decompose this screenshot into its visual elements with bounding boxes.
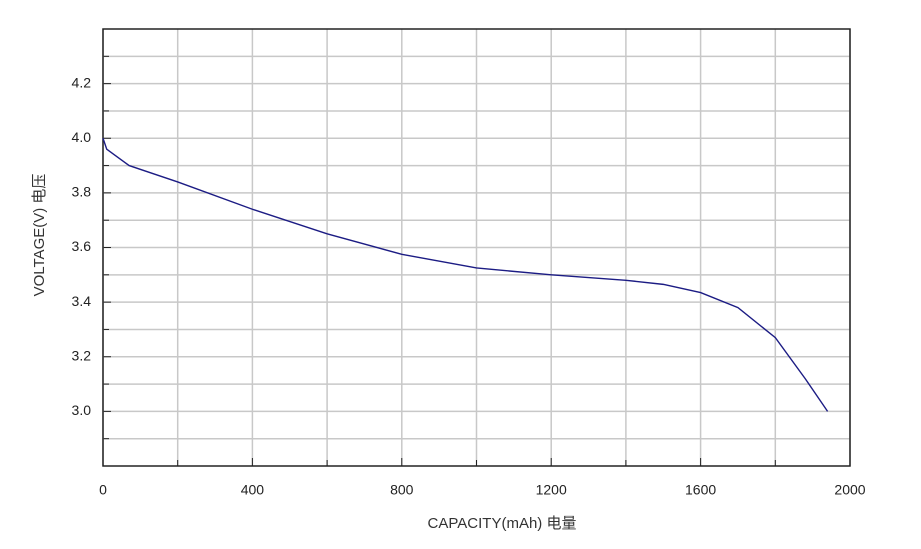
- y-tick-label: 3.2: [72, 347, 92, 363]
- x-axis-title: CAPACITY(mAh) 电量: [428, 515, 577, 532]
- x-tick-label: 800: [390, 482, 414, 498]
- y-tick-label: 3.8: [72, 184, 92, 200]
- y-tick-label: 3.0: [72, 402, 92, 418]
- x-tick-label: 1600: [685, 482, 716, 498]
- data-line: [102, 138, 829, 412]
- y-tick-label: 4.2: [72, 74, 92, 90]
- x-tick-label: 2000: [834, 482, 865, 498]
- plot-frame: [102, 28, 851, 467]
- y-tick-label: 3.4: [72, 293, 92, 309]
- y-axis-title: VOLTAGE(V) 电压: [31, 174, 48, 297]
- x-tick-label: 0: [99, 482, 107, 498]
- y-tick-label: 3.6: [72, 238, 92, 254]
- x-tick-label: 400: [241, 482, 265, 498]
- y-tick-label: 4.0: [72, 129, 92, 145]
- x-tick-label: 1200: [536, 482, 567, 498]
